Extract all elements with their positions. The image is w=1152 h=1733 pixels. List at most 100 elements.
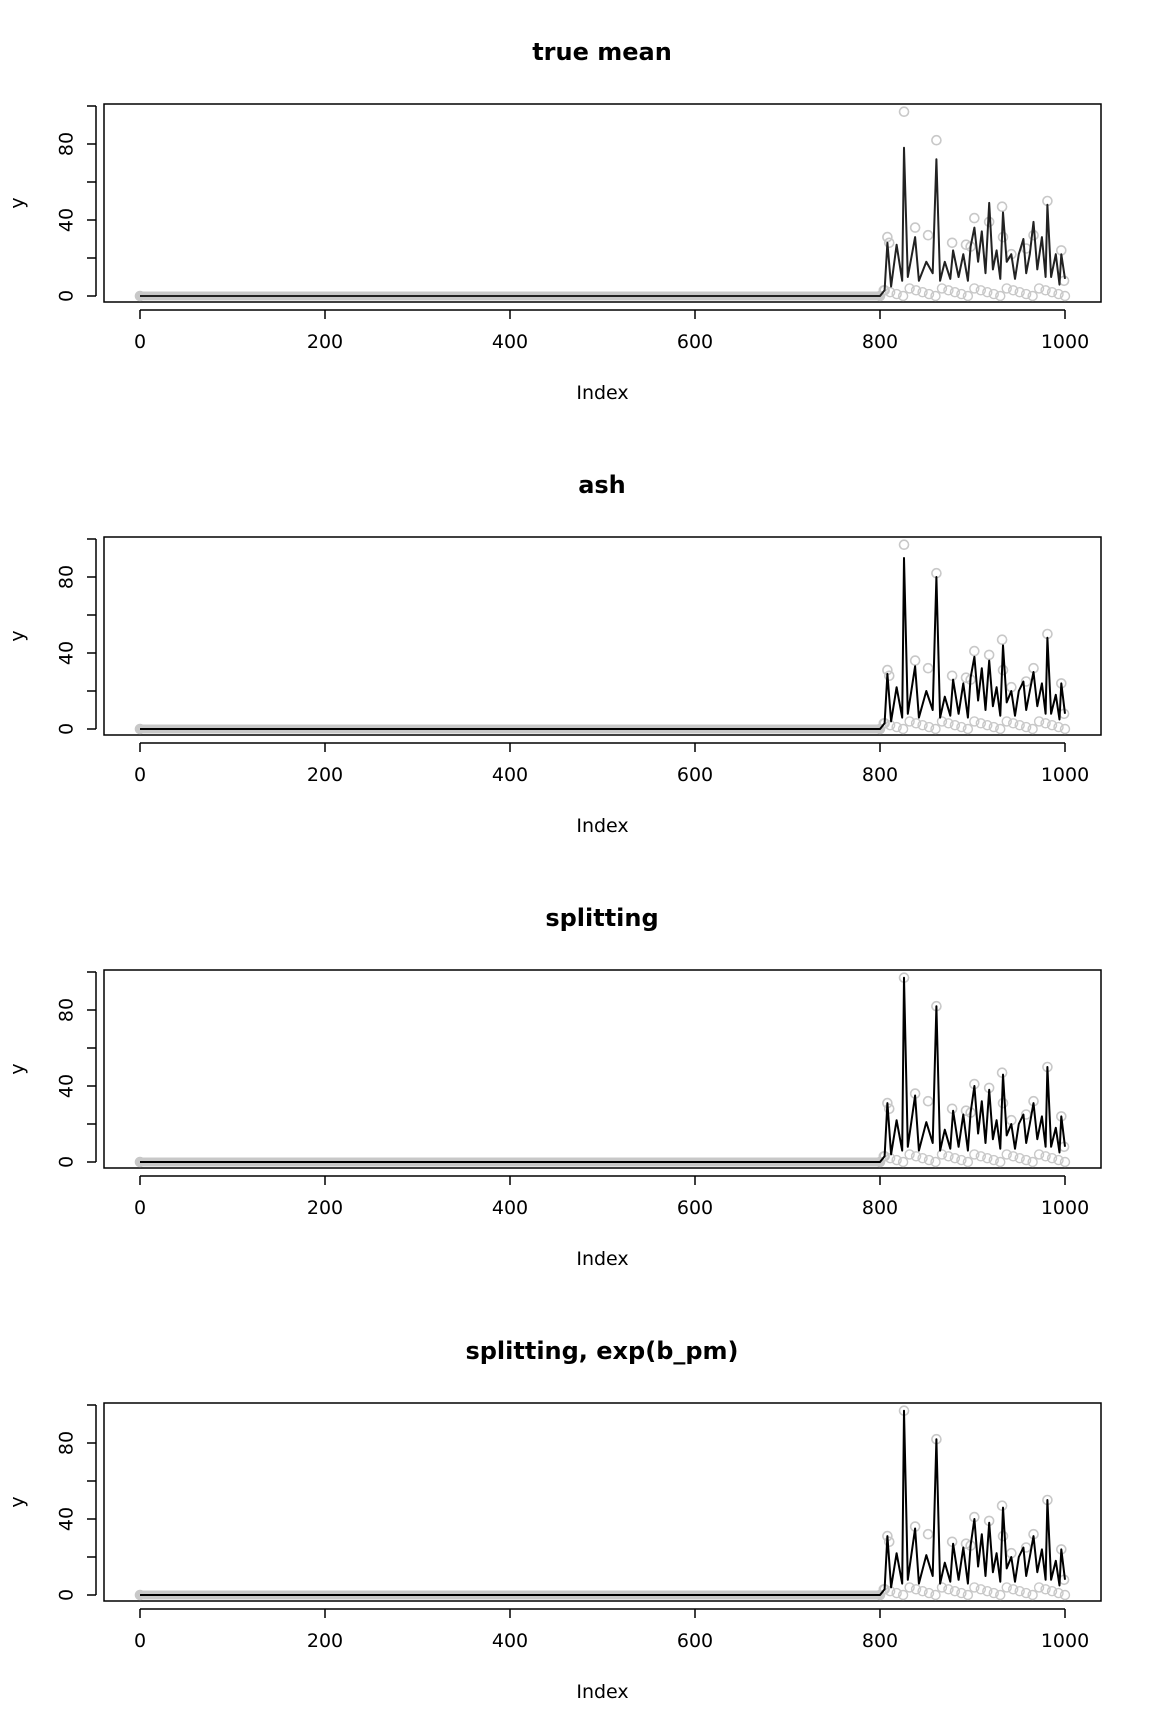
y-tick-label: 80: [56, 1431, 78, 1455]
x-tick-label: 1000: [1041, 1197, 1089, 1219]
data-point: [962, 1589, 974, 1601]
x-tick-label: 1000: [1041, 764, 1089, 786]
panel-splitting: splitting 0 200 400 600 800 1000 0 40 80 Index y: [7, 904, 1102, 1270]
data-point: [982, 720, 993, 731]
data-point: [975, 1584, 987, 1595]
data-point: [1046, 1152, 1058, 1164]
data-point: [1033, 1149, 1045, 1160]
data-point: [1046, 1585, 1058, 1597]
data-point: [946, 670, 958, 682]
data-point: [1033, 283, 1045, 294]
data-point: [1053, 288, 1064, 300]
data-point: [1040, 718, 1051, 729]
x-axis-label: Index: [576, 815, 628, 837]
data-point: [910, 285, 922, 296]
data-point: [1059, 290, 1071, 302]
data-point: [897, 1589, 909, 1601]
y-axis-label: y: [7, 1496, 29, 1507]
data-point: [910, 718, 922, 729]
data-point: [1053, 721, 1064, 733]
data-point: [1059, 723, 1071, 735]
panel-splitting-exp-b-pm: splitting, exp(b_pm) 0 200 400 600 800 1000 0 4…: [7, 1337, 1102, 1703]
x-tick-label: 200: [307, 1630, 343, 1652]
x-tick-label: 400: [492, 331, 528, 353]
data-point: [949, 287, 961, 298]
panel-title: splitting, exp(b_pm): [465, 1337, 738, 1365]
data-point: [923, 1154, 935, 1166]
y-tick-label: 40: [56, 1074, 78, 1098]
data-point: [1040, 1151, 1051, 1162]
panel-title: splitting: [545, 904, 658, 932]
plot-area: 0 200 400 600 800 1000 0 40 80 Index y: [7, 1402, 1102, 1703]
data-point: [969, 645, 980, 657]
x-tick-label: 0: [134, 1197, 146, 1219]
x-tick-label: 1000: [1041, 1630, 1089, 1652]
data-point: [969, 212, 980, 224]
x-axis-label: Index: [576, 1681, 628, 1703]
data-point: [956, 288, 967, 300]
data-point: [917, 1152, 928, 1164]
data-point: [1033, 1582, 1045, 1593]
x-tick-label: 0: [134, 1630, 146, 1652]
data-point: [930, 1589, 941, 1601]
data-point: [1020, 721, 1032, 733]
series-line: [140, 976, 1066, 1163]
data-point: [930, 1156, 941, 1168]
data-point: [1008, 1584, 1019, 1595]
data-point: [923, 288, 935, 300]
data-point: [917, 720, 928, 731]
data-point: [1001, 283, 1012, 294]
data-point: [922, 229, 934, 241]
data-point: [962, 723, 974, 735]
data-point: [898, 106, 910, 117]
data-point: [956, 1154, 967, 1166]
x-tick-label: 600: [677, 1630, 713, 1652]
data-point: [936, 1149, 948, 1160]
y-tick-label: 0: [56, 1156, 78, 1168]
data-point: [962, 290, 974, 302]
data-point: [996, 634, 1008, 646]
data-point: [1008, 1151, 1019, 1162]
data-point: [904, 283, 915, 294]
plot-frame: [103, 969, 1102, 1169]
y-tick-label: 0: [56, 723, 78, 735]
data-point: [1046, 720, 1058, 731]
data-point: [949, 1585, 961, 1597]
data-point: [982, 1585, 993, 1597]
x-tick-label: 400: [492, 764, 528, 786]
panel-true-mean: true mean 0 200 400 600 800 1000 0 40 80 Index y: [7, 38, 1102, 404]
plot-area: 0 200 400 600 800 1000 0 40 80 Index y: [7, 969, 1102, 1270]
data-point: [982, 1152, 993, 1164]
data-point: [996, 201, 1008, 212]
data-point: [988, 1587, 999, 1599]
data-point: [883, 1103, 895, 1115]
data-point: [891, 721, 902, 733]
x-axis-label: Index: [576, 382, 628, 404]
x-tick-label: 400: [492, 1630, 528, 1652]
data-point: [891, 288, 902, 300]
data-point: [883, 1536, 895, 1548]
x-tick-label: 1000: [1041, 331, 1089, 353]
data-point: [917, 1585, 928, 1597]
x-tick-label: 0: [134, 331, 146, 353]
data-point: [949, 720, 961, 731]
series-line: [140, 146, 1066, 297]
data-point: [1027, 290, 1038, 302]
data-point: [995, 723, 1006, 735]
data-point: [1001, 1582, 1012, 1593]
x-tick-label: 200: [307, 764, 343, 786]
plot-area: 0 200 400 600 800 1000 0 40 80 Index y: [7, 103, 1102, 404]
data-point: [969, 716, 980, 727]
x-tick-label: 0: [134, 764, 146, 786]
panel-title: ash: [578, 471, 626, 499]
data-point: [975, 718, 987, 729]
data-point: [936, 283, 948, 294]
data-point: [878, 285, 889, 296]
data-point: [988, 721, 999, 733]
data-point: [975, 1151, 987, 1162]
y-tick-label: 0: [56, 290, 78, 302]
y-tick-label: 40: [56, 208, 78, 232]
plot-frame: [103, 103, 1102, 303]
data-point: [930, 290, 941, 302]
